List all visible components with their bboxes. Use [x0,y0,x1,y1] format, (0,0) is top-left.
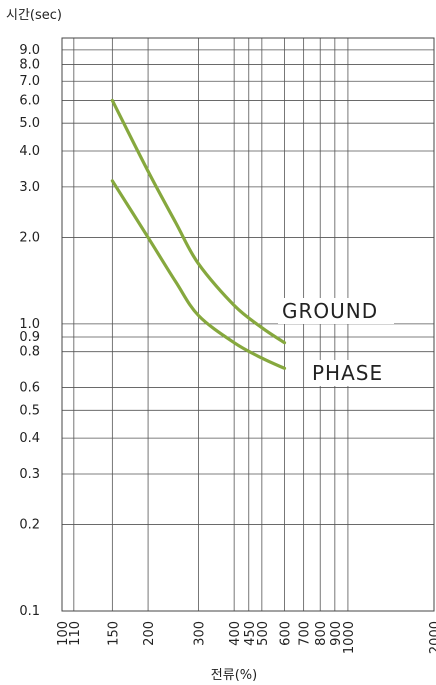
y-tick-label: 0.8 [19,345,40,360]
x-tick-label: 110 [68,621,83,646]
y-tick-label: 3.0 [19,180,40,195]
y-tick-label: 0.6 [19,381,40,396]
y-tick-label: 2.0 [19,230,40,245]
x-tick-label: 600 [278,621,293,646]
x-tick-label: 1000 [342,621,357,654]
y-tick-label: 0.5 [19,403,40,418]
x-tick-label: 400 [228,621,243,646]
series-line-phase [110,179,287,370]
series-lines [110,98,287,370]
y-axis-ticks: 0.1 0.2 0.3 0.4 0.5 0.6 0.80.91.0 2.0 3.0 4.0 5.0 6… [19,43,40,619]
y-tick-label: 5.0 [19,116,40,131]
x-tick-label: 200 [142,621,157,646]
x-tick-label: 300 [192,621,207,646]
y-tick-label: 4.0 [19,144,40,159]
y-tick-label: 6.0 [19,93,40,108]
series-label-background-ground [278,298,394,324]
x-tick-label: 500 [256,621,271,646]
y-tick-label: 1.0 [19,317,40,332]
x-tick-label: 150 [106,621,121,646]
series-line-ground [110,98,287,345]
y-tick-label: 8.0 [19,58,40,73]
series-labels: GROUND PHASE [278,298,424,386]
x-tick-label: 800 [314,621,329,646]
series-label-background-phase [308,360,424,386]
x-tick-label: 450 [243,621,258,646]
y-tick-label: 0.1 [19,604,40,619]
x-tick-label: 700 [298,621,313,646]
y-tick-label: 0.9 [19,330,40,345]
x-tick-label: 100 [56,621,71,646]
series-label-ground: GROUND [282,299,378,323]
y-axis-title: 시간(sec) [6,8,62,23]
x-tick-label: 900 [329,621,344,646]
y-tick-label: 0.4 [19,431,40,446]
y-tick-label: 0.2 [19,518,40,533]
x-tick-label: 2000 [428,621,436,654]
series-label-phase: PHASE [312,361,383,385]
y-tick-label: 0.3 [19,467,40,482]
y-tick-label: 7.0 [19,74,40,89]
y-tick-label: 9.0 [19,43,40,58]
plot-frame [61,37,435,612]
x-axis-title: 전류(%) [211,668,257,683]
